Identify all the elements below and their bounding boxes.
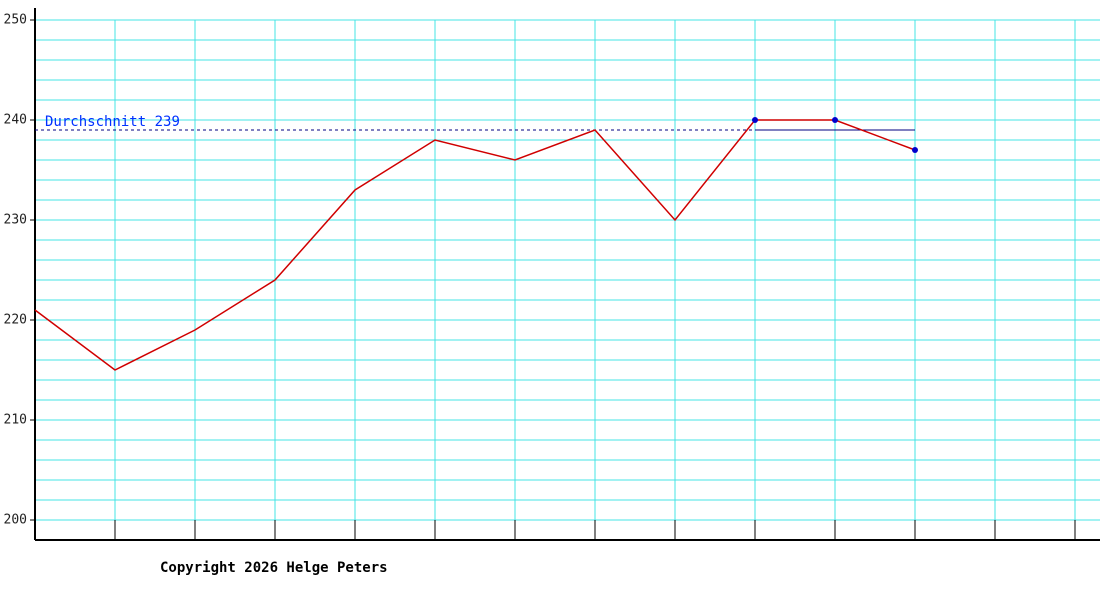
data-point <box>752 117 758 123</box>
average-label-text: Durchschnitt <box>45 114 146 130</box>
data-line <box>34 119 916 371</box>
y-tick-label: 250 <box>4 13 27 28</box>
average-label-value: 239 <box>155 114 180 130</box>
y-tick-label: 220 <box>4 313 27 328</box>
y-tick-label: 230 <box>4 213 27 228</box>
average-label: Durchschnitt 239 <box>45 114 180 130</box>
copyright: Copyright 2026 Helge Peters <box>160 560 388 576</box>
y-tick-label: 210 <box>4 413 27 428</box>
y-tick-label: 200 <box>4 513 27 528</box>
data-point <box>832 117 838 123</box>
y-tick-label: 240 <box>4 113 27 128</box>
data-point <box>912 147 918 153</box>
